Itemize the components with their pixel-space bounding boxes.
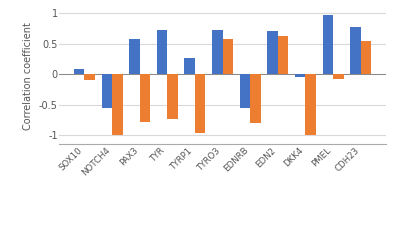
Bar [323,15,333,74]
Bar [84,74,95,80]
Bar [112,74,123,135]
Bar [157,30,167,74]
Bar [350,27,361,74]
Bar [129,39,140,74]
Bar [212,30,223,74]
Y-axis label: Correlation coefficient: Correlation coefficient [23,22,33,130]
Bar [268,31,278,74]
Bar [102,74,112,108]
Bar [278,36,288,74]
Bar [195,74,206,134]
Bar [223,39,233,74]
Bar [295,74,305,77]
Bar [250,74,261,123]
Bar [167,74,178,119]
Bar [333,74,344,79]
Bar [74,69,84,74]
Bar [305,74,316,135]
Bar [140,74,150,122]
Bar [361,41,371,74]
Bar [240,74,250,108]
Bar [184,58,195,74]
